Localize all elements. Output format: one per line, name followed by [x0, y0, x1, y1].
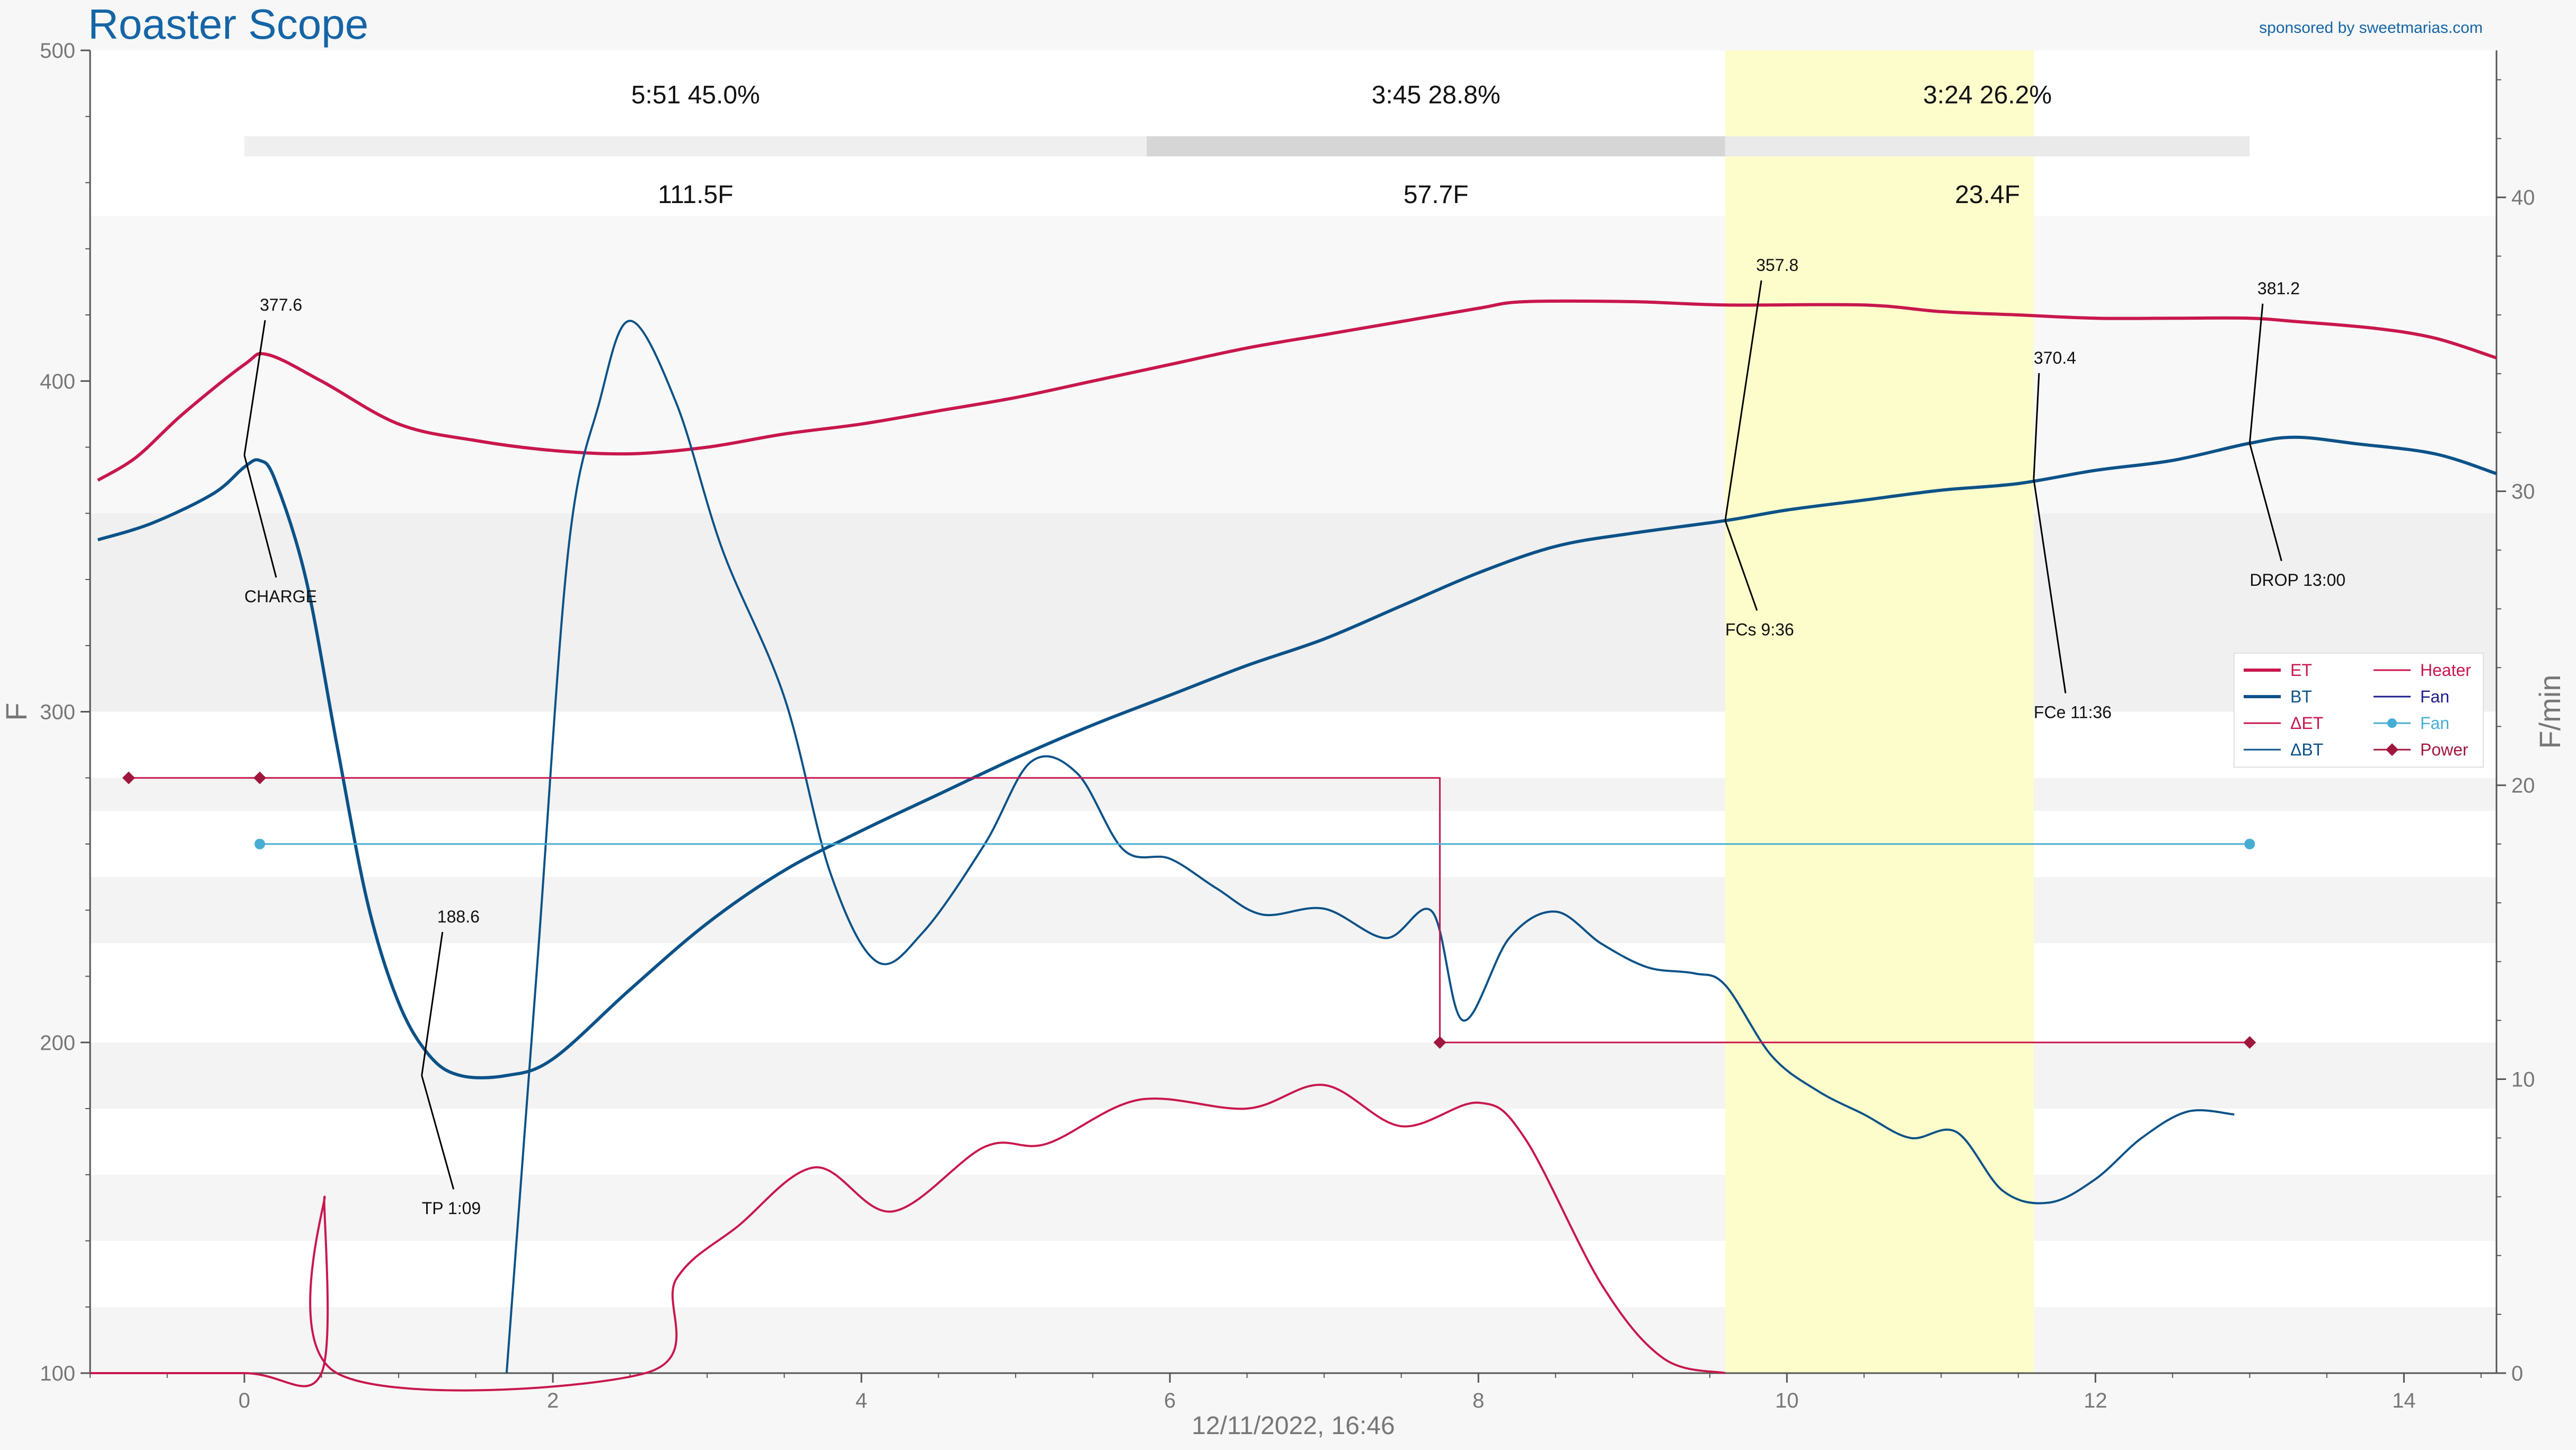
phase-segment	[1725, 136, 2250, 156]
event-label: FCs 9:36	[1725, 620, 1794, 639]
legend-label: Fan	[2420, 714, 2449, 733]
legend-label: Fan	[2420, 687, 2449, 706]
power-marker	[2243, 1036, 2256, 1049]
legend-label: Power	[2420, 740, 2468, 759]
legend-box	[2234, 653, 2484, 768]
temp-band	[90, 778, 2496, 811]
series-line-ΔET	[90, 1084, 1726, 1392]
series-line-BT	[97, 435, 2497, 1079]
phase-segment	[1146, 136, 1725, 156]
sponsor-link[interactable]: sponsored by sweetmarias.com	[2259, 19, 2483, 37]
temp-band	[90, 215, 2496, 514]
event-label: FCe 11:36	[2034, 703, 2112, 722]
event-label-leader	[1724, 520, 1758, 611]
event-value: 381.2	[2257, 279, 2300, 298]
temp-band	[90, 1042, 2496, 1109]
series-line-ET	[97, 299, 2497, 482]
x-tick-label: 4	[855, 1389, 867, 1412]
temp-band	[90, 1307, 2496, 1373]
legend-label: ΔET	[2290, 714, 2323, 733]
event-value-leader	[243, 320, 266, 455]
app-title: Roaster Scope	[88, 1, 369, 48]
x-tick-label: 8	[1472, 1389, 1484, 1412]
y-tick-label: 500	[40, 39, 75, 63]
legend-diamond	[2386, 743, 2398, 756]
power-marker	[1433, 1036, 1446, 1049]
y-tick-label: 300	[40, 701, 75, 724]
x-tick-label: 14	[2392, 1389, 2416, 1412]
event-value: 188.6	[437, 907, 480, 926]
y2-tick-label: 30	[2511, 480, 2535, 504]
legend-dot	[2387, 718, 2397, 728]
x-tick-label: 12	[2084, 1389, 2107, 1412]
background-bands	[90, 50, 2496, 1373]
chart-legend: ET BT ΔET ΔBT Heater Fan Fan Power	[2234, 653, 2484, 768]
x-axis-label: 12/11/2022, 16:46	[1192, 1412, 1395, 1440]
phase-time-label: 3:24 26.2%	[1923, 81, 2052, 109]
temp-band	[90, 1174, 2496, 1241]
y-tick-label: 400	[40, 370, 75, 393]
event-label-leader	[2033, 479, 2067, 693]
legend-label: ET	[2290, 661, 2312, 680]
event-value-leader	[2033, 373, 2040, 479]
x-tick-label: 10	[1775, 1389, 1799, 1412]
y-tick-label: 100	[40, 1362, 75, 1385]
event-label-leader	[243, 455, 277, 578]
phase-delta-label: 23.4F	[1955, 181, 2020, 209]
event-label: CHARGE	[244, 587, 317, 606]
phase-time-label: 5:51 45.0%	[631, 81, 760, 109]
temp-band	[90, 513, 2496, 712]
x-tick-label: 6	[1164, 1389, 1176, 1412]
y2-axis-label: F/min	[2533, 675, 2566, 749]
power-marker	[253, 771, 267, 785]
phase-delta-label: 111.5F	[658, 181, 733, 209]
temp-band	[90, 50, 2496, 216]
event-value-leader	[421, 931, 444, 1076]
event-label-leader	[421, 1075, 455, 1190]
event-value: 357.8	[1756, 256, 1798, 275]
fan-marker	[2244, 839, 2255, 849]
power-marker	[122, 771, 135, 785]
event-label: DROP 13:00	[2249, 570, 2345, 590]
fan-marker	[254, 839, 266, 849]
event-annotations: 377.6 CHARGE 188.6 TP 1:09 357.8 FCs 9:36 370.…	[243, 256, 2345, 1218]
event-value-leader	[1724, 280, 1762, 521]
series-lines	[90, 299, 2497, 1392]
legend-label: Heater	[2420, 661, 2471, 680]
event-label-leader	[2248, 443, 2282, 561]
event-value: 377.6	[260, 295, 302, 314]
phase-delta-label: 57.7F	[1404, 181, 1469, 209]
series-line-ΔBT	[505, 320, 2235, 1374]
x-tick-label: 0	[239, 1389, 250, 1412]
legend-label: BT	[2290, 687, 2312, 706]
x-tick-label: 2	[547, 1389, 559, 1412]
y-axis-label: F	[0, 702, 33, 720]
legend-label: ΔBT	[2290, 740, 2323, 759]
y-tick-label: 200	[40, 1031, 75, 1054]
development-highlight	[1725, 50, 2034, 1373]
phase-segment	[244, 136, 1147, 156]
event-label: TP 1:09	[422, 1199, 481, 1218]
phase-time-label: 3:45 28.8%	[1372, 81, 1501, 109]
phase-bar: 5:51 45.0% 111.5F 3:45 28.8% 57.7F 3:24 26.2…	[244, 81, 2250, 209]
y2-tick-label: 20	[2511, 774, 2535, 797]
y2-tick-label: 40	[2511, 186, 2535, 209]
event-value-leader	[2248, 303, 2264, 444]
series-line-Heater	[128, 777, 2250, 1043]
y2-tick-label: 10	[2511, 1068, 2535, 1092]
event-value: 370.4	[2034, 348, 2076, 367]
y2-tick-label: 0	[2511, 1362, 2523, 1385]
